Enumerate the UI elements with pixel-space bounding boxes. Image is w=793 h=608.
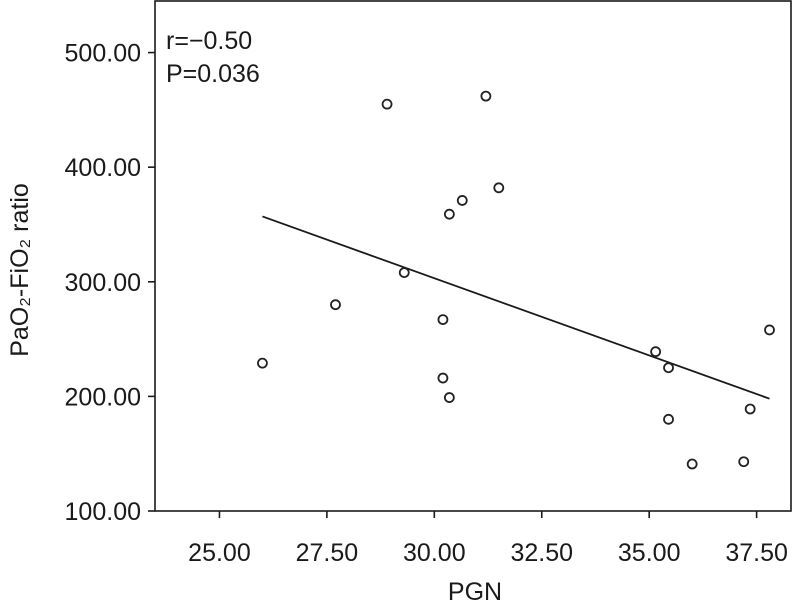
data-point	[686, 458, 698, 470]
plot-area	[154, 0, 792, 512]
y-axis-title: PaO₂-FiO₂ ratio	[6, 183, 34, 357]
x-tick-label: 32.50	[510, 539, 573, 567]
x-tick-label: 25.00	[188, 539, 251, 567]
data-point	[381, 98, 393, 110]
data-point	[764, 324, 775, 336]
x-tick-label: 35.00	[618, 539, 681, 567]
fit-line-layer	[262, 215, 770, 400]
data-point	[456, 195, 468, 206]
data-point	[738, 456, 750, 468]
data-point	[663, 362, 674, 374]
x-axis: 25.00 27.50 30.00 32.50 35.00 37.50	[188, 511, 788, 567]
data-point	[480, 90, 492, 102]
y-axis: 100.00 200.00 300.00 400.00 500.00	[65, 40, 155, 526]
y-tick-label: 100.00	[65, 498, 141, 526]
regression-line	[262, 215, 770, 400]
data-point	[257, 357, 268, 369]
data-point	[443, 392, 455, 403]
data-point	[663, 413, 674, 425]
data-point	[437, 314, 449, 326]
y-tick-label: 500.00	[65, 40, 141, 68]
x-tick-label: 37.50	[725, 539, 788, 567]
y-tick-label: 200.00	[65, 383, 141, 411]
data-point	[398, 267, 410, 279]
annotation-r: r=−0.50	[166, 27, 252, 55]
data-point	[437, 372, 449, 384]
x-tick-label: 30.00	[403, 539, 466, 567]
points-layer	[257, 90, 775, 470]
y-tick-label: 400.00	[65, 154, 141, 182]
annotation-p: P=0.036	[166, 60, 260, 88]
x-axis-title: PGN	[448, 578, 502, 606]
data-point	[330, 299, 341, 311]
data-point	[650, 346, 662, 358]
data-point	[744, 403, 756, 415]
data-point	[493, 182, 505, 194]
data-point	[443, 208, 455, 220]
x-tick-label: 27.50	[296, 539, 359, 567]
y-tick-label: 300.00	[65, 269, 141, 297]
